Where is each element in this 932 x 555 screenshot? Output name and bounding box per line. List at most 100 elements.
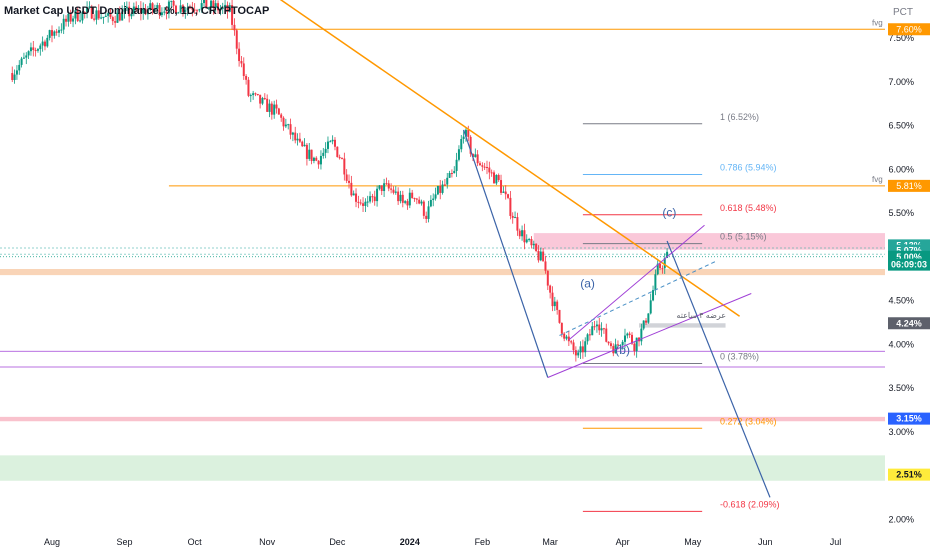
candle[interactable] <box>233 24 236 31</box>
candle[interactable] <box>514 217 517 219</box>
supply-zone[interactable] <box>639 323 726 328</box>
candle[interactable] <box>640 328 643 342</box>
candle[interactable] <box>261 98 264 104</box>
candle[interactable] <box>214 3 217 8</box>
candle[interactable] <box>425 215 428 219</box>
candle[interactable] <box>511 215 514 218</box>
candle[interactable] <box>549 285 552 293</box>
candle[interactable] <box>362 203 365 206</box>
candle[interactable] <box>523 230 526 243</box>
candle[interactable] <box>224 4 227 8</box>
candle[interactable] <box>167 1 170 14</box>
candle[interactable] <box>530 239 533 246</box>
candle[interactable] <box>378 185 381 189</box>
candle[interactable] <box>418 199 421 204</box>
candle[interactable] <box>567 336 570 342</box>
candle[interactable] <box>422 201 425 216</box>
candle[interactable] <box>577 352 580 356</box>
candle[interactable] <box>642 320 645 329</box>
candle[interactable] <box>217 3 220 11</box>
candle[interactable] <box>666 251 669 259</box>
candle[interactable] <box>621 341 624 345</box>
price-badge[interactable] <box>888 258 930 271</box>
candle[interactable] <box>500 180 503 193</box>
candle[interactable] <box>174 5 177 14</box>
demand-zone[interactable] <box>0 455 885 481</box>
candle[interactable] <box>266 98 269 112</box>
candle[interactable] <box>289 124 292 135</box>
candle[interactable] <box>226 4 229 12</box>
candle[interactable] <box>277 108 280 115</box>
candle[interactable] <box>371 196 374 198</box>
projection-line[interactable] <box>463 129 549 378</box>
candle[interactable] <box>252 93 255 96</box>
candle[interactable] <box>521 230 524 237</box>
candle[interactable] <box>11 73 14 80</box>
candle[interactable] <box>317 160 320 165</box>
candle[interactable] <box>165 11 168 14</box>
candle[interactable] <box>563 333 566 339</box>
candle[interactable] <box>546 270 549 286</box>
candle[interactable] <box>387 183 390 189</box>
candle[interactable] <box>51 30 53 36</box>
candle[interactable] <box>62 18 65 30</box>
candle[interactable] <box>464 129 467 137</box>
candle[interactable] <box>516 217 519 231</box>
candle[interactable] <box>326 141 329 149</box>
candle[interactable] <box>436 185 439 195</box>
candle[interactable] <box>542 251 545 262</box>
candle[interactable] <box>432 198 435 200</box>
candle[interactable] <box>240 61 243 64</box>
candle[interactable] <box>139 8 142 14</box>
candle[interactable] <box>308 149 311 159</box>
candle[interactable] <box>656 263 659 275</box>
candle[interactable] <box>284 124 287 127</box>
candle[interactable] <box>626 333 629 336</box>
candle[interactable] <box>607 341 610 344</box>
candle[interactable] <box>502 191 505 193</box>
candle[interactable] <box>15 70 18 75</box>
candle[interactable] <box>329 141 332 143</box>
candle[interactable] <box>263 98 266 100</box>
candle[interactable] <box>369 196 372 202</box>
candle[interactable] <box>439 185 442 193</box>
candle[interactable] <box>270 103 273 115</box>
candle[interactable] <box>343 158 346 175</box>
candle[interactable] <box>612 346 615 354</box>
candle[interactable] <box>275 104 278 109</box>
candle[interactable] <box>58 30 61 33</box>
candle[interactable] <box>97 10 100 19</box>
candle[interactable] <box>188 7 191 9</box>
candle[interactable] <box>380 185 383 192</box>
candle[interactable] <box>584 341 587 353</box>
candle[interactable] <box>27 51 30 56</box>
supply-zone[interactable] <box>533 233 885 250</box>
candle[interactable] <box>100 17 103 19</box>
candle[interactable] <box>282 117 285 127</box>
candle[interactable] <box>212 0 215 8</box>
candle[interactable] <box>198 9 201 11</box>
candle[interactable] <box>79 20 82 22</box>
candle[interactable] <box>324 148 327 153</box>
candle[interactable] <box>450 172 453 174</box>
support-zone[interactable] <box>0 416 885 422</box>
candle[interactable] <box>184 10 187 12</box>
candle[interactable] <box>488 167 491 173</box>
candle[interactable] <box>357 201 360 203</box>
candle[interactable] <box>497 174 500 181</box>
candle[interactable] <box>160 12 163 16</box>
candle[interactable] <box>121 11 124 21</box>
candle[interactable] <box>539 251 542 261</box>
candle[interactable] <box>397 191 400 202</box>
candle[interactable] <box>434 194 437 199</box>
candle[interactable] <box>595 324 598 327</box>
candle[interactable] <box>509 197 512 216</box>
candle[interactable] <box>32 47 35 51</box>
candle[interactable] <box>22 57 25 59</box>
candle[interactable] <box>210 0 213 8</box>
candle[interactable] <box>74 10 77 19</box>
candle[interactable] <box>443 184 446 186</box>
candle[interactable] <box>408 192 411 206</box>
candle[interactable] <box>41 41 44 46</box>
candle[interactable] <box>654 274 657 291</box>
